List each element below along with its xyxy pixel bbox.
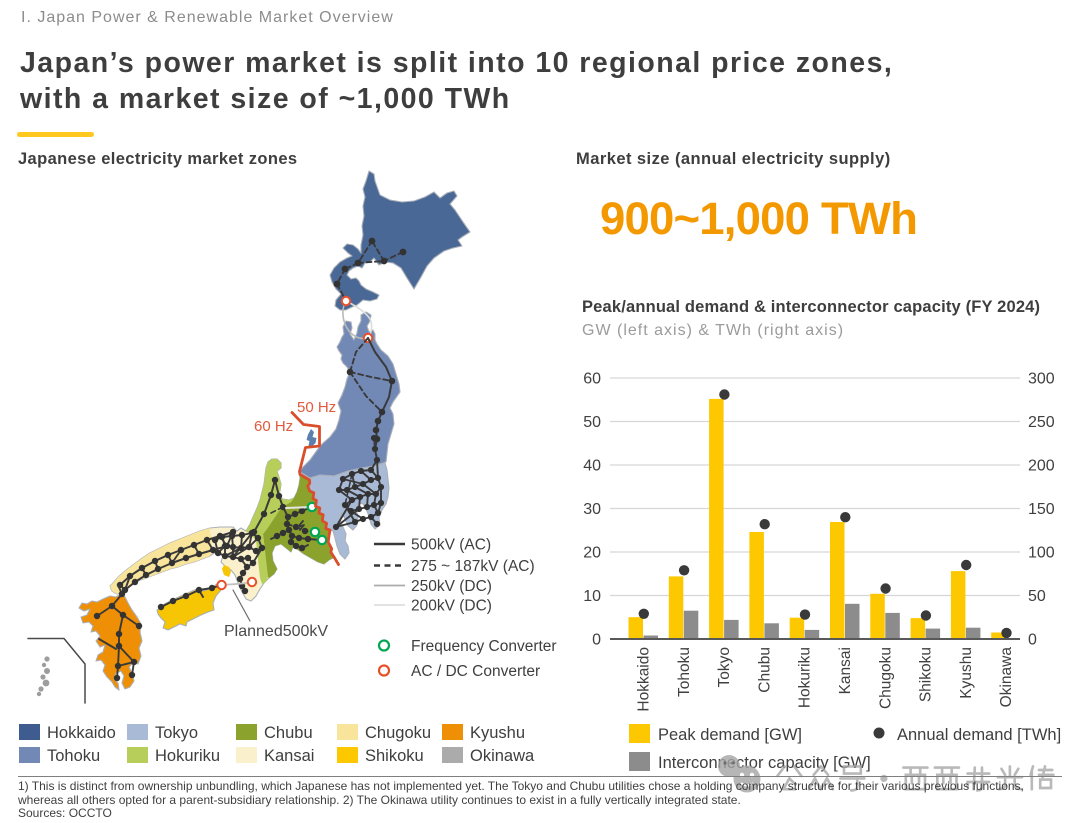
svg-text:Chugoku: Chugoku [365,724,431,742]
svg-text:0: 0 [1028,632,1037,649]
svg-text:Tohoku: Tohoku [676,647,693,697]
svg-text:Hokuriku: Hokuriku [797,647,814,708]
svg-text:Tokyo: Tokyo [155,724,198,742]
svg-text:100: 100 [1028,545,1055,562]
svg-text:Hokuriku: Hokuriku [155,747,220,765]
svg-text:Annual demand [TWh]: Annual demand [TWh] [897,726,1061,744]
svg-text:Hokkaido: Hokkaido [47,724,116,742]
svg-text:30: 30 [583,501,601,518]
svg-text:Peak demand [GW]: Peak demand [GW] [658,726,802,744]
svg-text:Kyushu: Kyushu [958,647,975,699]
svg-text:250: 250 [1028,414,1055,431]
svg-text:Chubu: Chubu [756,647,773,693]
svg-text:Chugoku: Chugoku [877,647,894,709]
svg-text:AC / DC Converter: AC / DC Converter [411,663,540,680]
svg-text:Kyushu: Kyushu [470,724,525,742]
svg-text:0: 0 [592,632,601,649]
svg-text:250kV (DC): 250kV (DC) [411,578,492,595]
svg-text:50: 50 [1028,588,1046,605]
svg-text:275 ~ 187kV (AC): 275 ~ 187kV (AC) [411,558,535,575]
svg-text:40: 40 [583,458,601,475]
svg-text:Shikoku: Shikoku [918,647,935,702]
svg-text:60: 60 [583,371,601,388]
svg-text:200kV (DC): 200kV (DC) [411,598,492,615]
svg-text:Interconnector capacity [GW]: Interconnector capacity [GW] [658,754,871,772]
svg-text:300: 300 [1028,371,1055,388]
svg-text:500kV (AC): 500kV (AC) [411,537,491,554]
svg-text:Kansai: Kansai [837,647,854,694]
svg-text:50: 50 [583,414,601,431]
svg-text:Tohoku: Tohoku [47,747,100,765]
svg-text:Kansai: Kansai [264,747,314,765]
svg-text:200: 200 [1028,458,1055,475]
svg-text:Okinawa: Okinawa [470,747,535,765]
svg-text:Hokkaido: Hokkaido [636,647,653,712]
svg-text:Okinawa: Okinawa [998,647,1015,708]
svg-text:Chubu: Chubu [264,724,313,742]
svg-text:Tokyo: Tokyo [716,647,733,688]
svg-text:Shikoku: Shikoku [365,747,424,765]
svg-text:150: 150 [1028,501,1055,518]
svg-text:50 Hz: 50 Hz [297,399,336,416]
svg-text:60 Hz: 60 Hz [254,418,293,435]
svg-text:Planned500kV: Planned500kV [224,623,328,640]
svg-text:20: 20 [583,545,601,562]
svg-text:Frequency Converter: Frequency Converter [411,638,557,655]
svg-text:10: 10 [583,588,601,605]
